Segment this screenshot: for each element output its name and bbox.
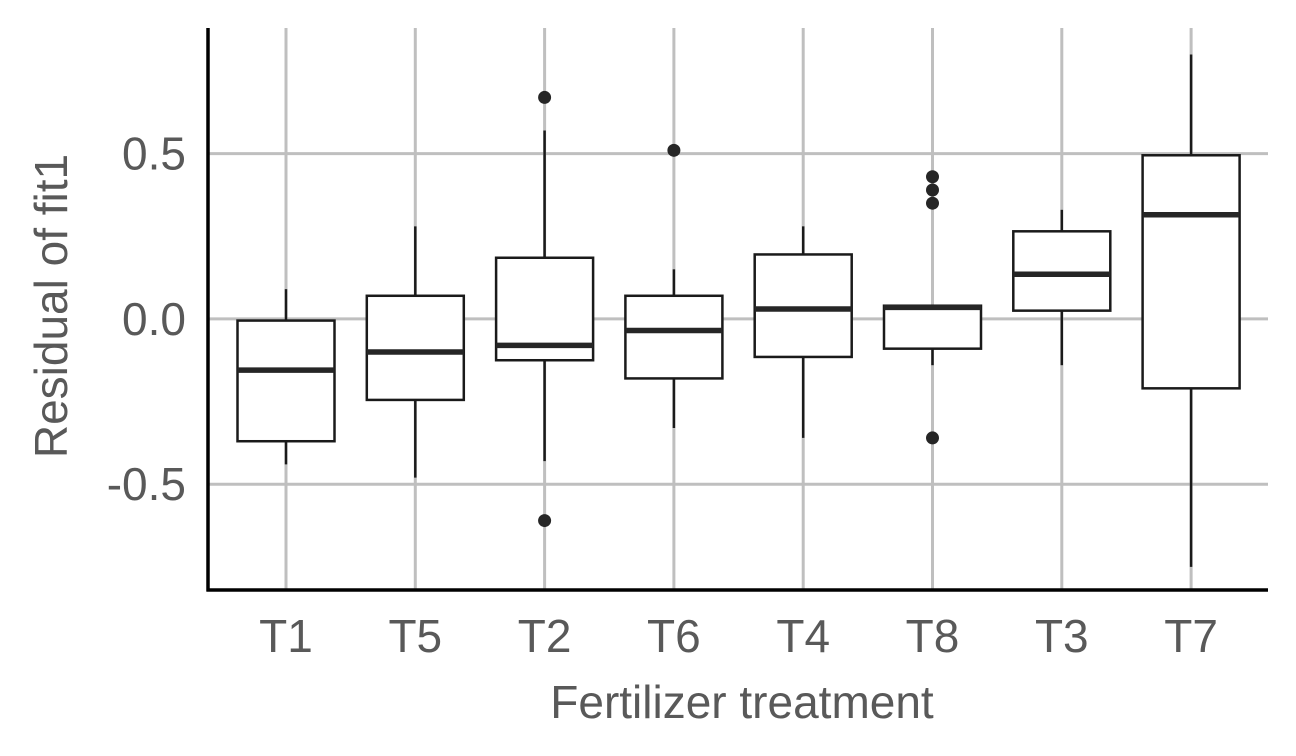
box-t6 bbox=[624, 143, 724, 429]
y-tick-label-1: 0.0 bbox=[122, 293, 186, 345]
box-t7 bbox=[1141, 54, 1241, 567]
x-tick-labels: T1 T5 T2 T6 T4 T8 T3 T7 bbox=[259, 610, 1218, 662]
y-tick-labels: -0.5 0.0 0.5 bbox=[107, 128, 186, 511]
outlier-t2-0 bbox=[538, 90, 552, 104]
outlier-t8-2 bbox=[926, 196, 939, 210]
x-tick-label-t1: T1 bbox=[259, 610, 313, 662]
box-t2 bbox=[494, 90, 595, 528]
box-t3 bbox=[1012, 209, 1112, 366]
box-body-t7 bbox=[1141, 154, 1241, 390]
box-body-t6 bbox=[624, 294, 724, 380]
outlier-t6-0 bbox=[667, 143, 681, 157]
y-tick-label-0: -0.5 bbox=[107, 458, 186, 510]
outlier-t8-3 bbox=[926, 431, 939, 445]
outlier-t2-1 bbox=[538, 514, 552, 528]
box-body-t3 bbox=[1012, 230, 1112, 312]
x-tick-label-t8: T8 bbox=[906, 610, 960, 662]
box-t5 bbox=[365, 226, 466, 478]
x-tick-label-t3: T3 bbox=[1035, 610, 1089, 662]
axes bbox=[206, 28, 1268, 592]
box-body-t8 bbox=[882, 304, 983, 350]
x-axis-title: Fertilizer treatment bbox=[550, 676, 934, 728]
box-body-t1 bbox=[236, 319, 336, 443]
y-tick-label-2: 0.5 bbox=[122, 128, 186, 180]
box-t4 bbox=[753, 226, 853, 438]
x-tick-label-t6: T6 bbox=[647, 610, 701, 662]
x-tick-label-t7: T7 bbox=[1164, 610, 1218, 662]
y-axis-title: Residual of fit1 bbox=[25, 154, 77, 458]
box-series bbox=[236, 54, 1241, 567]
box-body-t5 bbox=[365, 294, 466, 402]
x-tick-label-t4: T4 bbox=[776, 610, 830, 662]
outlier-t8-0 bbox=[926, 170, 939, 184]
box-t1 bbox=[236, 289, 336, 465]
box-body-t4 bbox=[753, 253, 853, 359]
box-t8 bbox=[882, 170, 983, 445]
x-tick-label-t2: T2 bbox=[518, 610, 572, 662]
x-tick-label-t5: T5 bbox=[388, 610, 442, 662]
outlier-t8-1 bbox=[926, 183, 939, 197]
